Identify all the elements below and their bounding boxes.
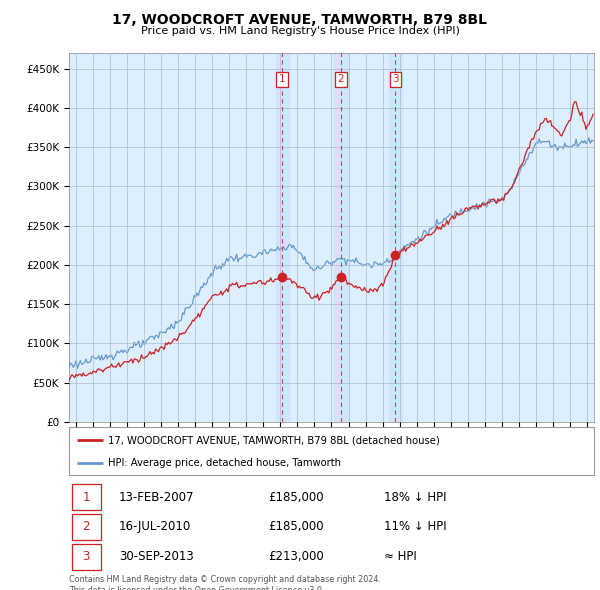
FancyBboxPatch shape <box>71 484 101 510</box>
Text: 17, WOODCROFT AVENUE, TAMWORTH, B79 8BL: 17, WOODCROFT AVENUE, TAMWORTH, B79 8BL <box>113 13 487 27</box>
Text: 16-JUL-2010: 16-JUL-2010 <box>119 520 191 533</box>
Text: Price paid vs. HM Land Registry's House Price Index (HPI): Price paid vs. HM Land Registry's House … <box>140 26 460 36</box>
Text: ≈ HPI: ≈ HPI <box>384 550 417 563</box>
Text: £213,000: £213,000 <box>269 550 324 563</box>
Text: 1: 1 <box>279 74 286 84</box>
FancyBboxPatch shape <box>71 514 101 540</box>
Bar <box>389 53 402 422</box>
Text: 18% ↓ HPI: 18% ↓ HPI <box>384 490 446 503</box>
Text: 1: 1 <box>82 490 90 503</box>
Text: 2: 2 <box>337 74 344 84</box>
FancyBboxPatch shape <box>69 427 594 475</box>
FancyBboxPatch shape <box>71 543 101 570</box>
Text: 30-SEP-2013: 30-SEP-2013 <box>119 550 194 563</box>
Text: 3: 3 <box>392 74 399 84</box>
Text: £185,000: £185,000 <box>269 490 324 503</box>
Text: 3: 3 <box>82 550 90 563</box>
Bar <box>275 53 289 422</box>
Bar <box>334 53 347 422</box>
Text: 13-FEB-2007: 13-FEB-2007 <box>119 490 194 503</box>
Text: 2: 2 <box>82 520 90 533</box>
Text: £185,000: £185,000 <box>269 520 324 533</box>
Text: HPI: Average price, detached house, Tamworth: HPI: Average price, detached house, Tamw… <box>109 458 341 468</box>
Text: 17, WOODCROFT AVENUE, TAMWORTH, B79 8BL (detached house): 17, WOODCROFT AVENUE, TAMWORTH, B79 8BL … <box>109 435 440 445</box>
Text: 11% ↓ HPI: 11% ↓ HPI <box>384 520 446 533</box>
Text: Contains HM Land Registry data © Crown copyright and database right 2024.
This d: Contains HM Land Registry data © Crown c… <box>69 575 381 590</box>
